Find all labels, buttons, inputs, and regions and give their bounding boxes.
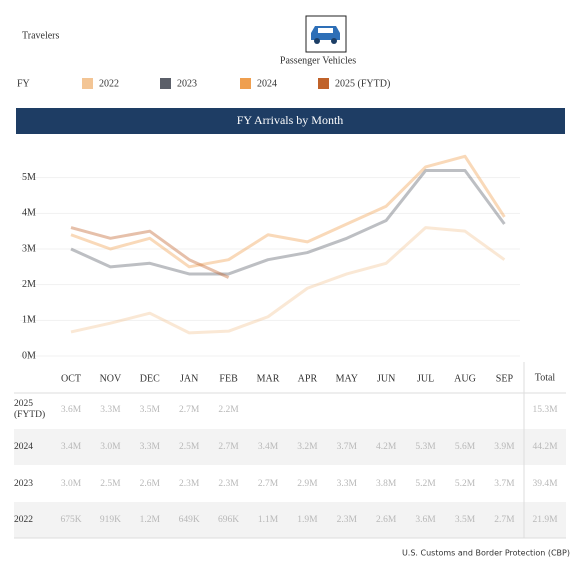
table-cell: 649K [179,515,200,525]
table-cell: 2.7M [218,442,239,452]
table-cell: 3.6M [415,515,436,525]
car-wheel [314,38,320,44]
x-tick-label: JAN [180,373,198,384]
table-cell: 2.6M [140,479,161,489]
legend-label: 2022 [99,78,119,89]
table-cell: 4.2M [376,442,397,452]
row-label: 2023 [14,478,33,489]
table-cell: 3.7M [494,479,515,489]
legend-label: 2025 (FYTD) [335,78,390,89]
series-line [70,226,506,335]
x-tick-label: DEC [140,373,160,384]
table-cell: 3.4M [61,442,82,452]
mode-label: Passenger Vehicles [280,55,356,66]
mode-button[interactable] [305,15,347,53]
table-cell: 3.9M [494,442,515,452]
total-header: Total [535,372,556,383]
y-tick-label: 1M [22,315,36,326]
series-line [70,154,506,269]
x-tick-label: MAR [257,373,280,384]
x-tick-label: JUL [417,373,434,384]
row-label-box: 2023 [14,478,33,489]
table-cell: 3.5M [455,515,476,525]
table-cell: 3.0M [100,442,121,452]
legend-swatch [82,78,93,89]
y-tick-label: 2M [22,279,36,290]
table-cell: 3.6M [61,405,82,415]
table-cell: 2.3M [337,515,358,525]
legend-swatch [240,78,251,89]
table-cell: 2.3M [218,479,239,489]
y-tick-label: 3M [22,243,36,254]
table-cell: 696K [218,515,239,525]
row-label: 2024 [14,441,33,452]
row-label-box: 2025 (FYTD) [14,399,46,420]
row-shade [14,429,566,465]
table-cell: 5.2M [415,479,436,489]
row-total: 44.2M [532,442,558,452]
table-cell: 2.6M [376,515,397,525]
x-tick-label: AUG [454,373,476,384]
row-total: 39.4M [532,479,558,489]
y-tick-label: 5M [22,172,36,183]
table-cell: 5.2M [455,479,476,489]
source: U.S. Customs and Border Protection (CBP) [402,549,570,558]
table-cell: 3.2M [297,442,318,452]
table-cell: 3.0M [61,479,82,489]
table-cell: 2.5M [179,442,200,452]
row-label-box: 2022 [14,514,33,525]
row-label: 2025 (FYTD) [14,399,46,420]
table-cell: 675K [60,515,81,525]
table-cell: 5.6M [455,442,476,452]
table-cell: 3.3M [140,442,161,452]
table-cell: 3.3M [337,479,358,489]
row-total: 15.3M [532,405,558,415]
table-cell: 2.5M [100,479,121,489]
table-cell: 5.3M [415,442,436,452]
row-label: 2022 [14,514,33,525]
car-window [318,28,333,33]
legend-swatch [318,78,329,89]
x-tick-label: MAY [336,373,358,384]
travelers-label: Travelers [22,30,60,41]
table-cell: 2.7M [258,479,279,489]
table-cell: 3.3M [100,405,121,415]
x-tick-label: APR [298,373,318,384]
y-tick-label: 0M [22,350,36,361]
table-cell: 3.7M [337,442,358,452]
x-tick-label: NOV [100,373,122,384]
title-bar [16,108,565,134]
legend-swatch [160,78,171,89]
chart-title: FY Arrivals by Month [237,113,344,127]
legend-title: FY [17,78,30,89]
row-label-box: 2024 [14,441,33,452]
series-line [70,226,230,279]
x-tick-label: SEP [496,373,514,384]
table-cell: 1.9M [297,515,318,525]
table-cell: 2.3M [179,479,200,489]
table-cell: 3.8M [376,479,397,489]
table-cell: 1.1M [258,515,279,525]
legend-label: 2023 [177,78,197,89]
table-cell: 2.7M [494,515,515,525]
table-cell: 3.5M [140,405,161,415]
table-cell: 1.2M [140,515,161,525]
x-tick-label: OCT [61,373,81,384]
table-cell: 2.2M [218,405,239,415]
row-shade [14,502,566,538]
car-wheel [331,38,337,44]
table-cell: 919K [100,515,121,525]
table-cell: 2.9M [297,479,318,489]
series-line [70,169,506,276]
table-cell: 2.7M [179,405,200,415]
legend-label: 2024 [257,78,277,89]
y-tick-label: 4M [22,208,36,219]
table-cell: 3.4M [258,442,279,452]
x-tick-label: JUN [377,373,395,384]
x-tick-label: FEB [219,373,238,384]
row-total: 21.9M [532,515,558,525]
